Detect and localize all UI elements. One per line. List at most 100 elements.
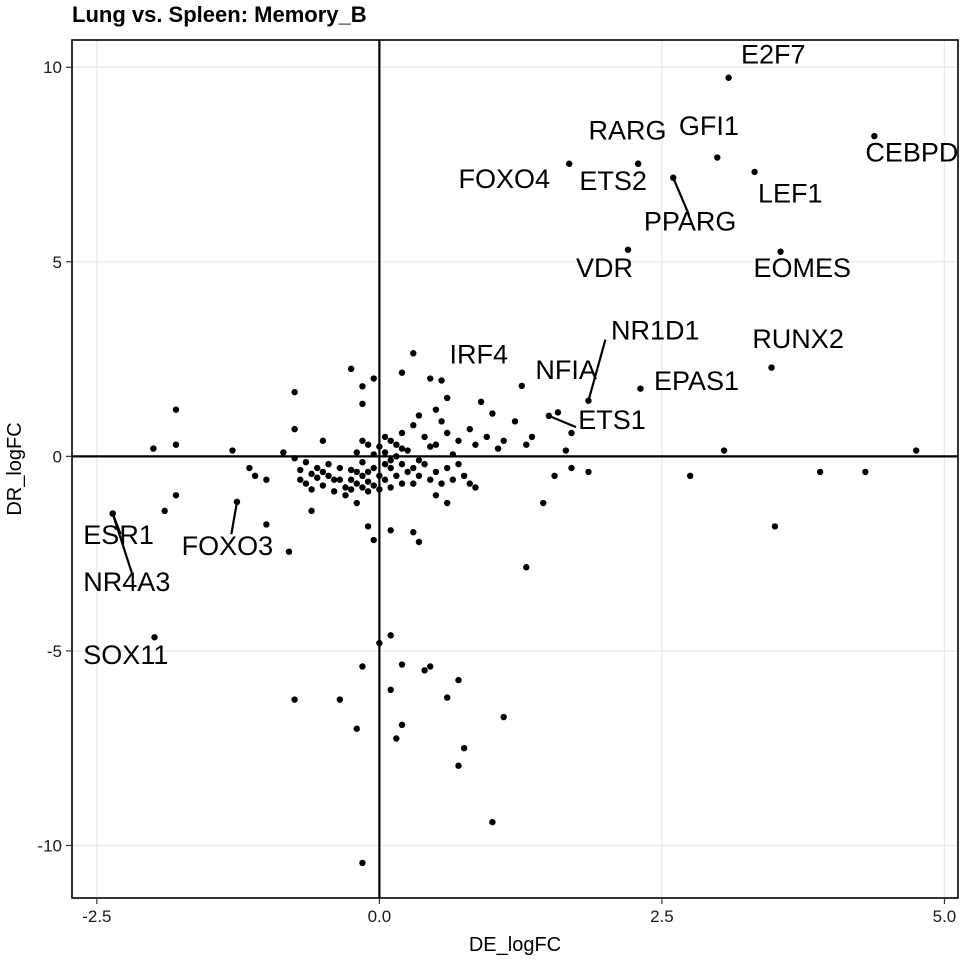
data-point — [387, 464, 394, 472]
data-point — [359, 437, 366, 444]
y-tick-label: -10 — [37, 836, 62, 855]
data-point — [172, 441, 180, 448]
data-point — [415, 538, 423, 546]
data-point — [421, 433, 428, 441]
data-point — [449, 476, 457, 483]
x-tick-label: 5.0 — [933, 907, 957, 926]
label-connectors — [111, 177, 691, 574]
y-axis-title: DR_logFC — [4, 422, 26, 515]
data-point — [483, 433, 490, 441]
data-point — [455, 460, 462, 468]
data-point — [912, 447, 920, 454]
labeled-data-point — [871, 132, 878, 140]
data-point — [494, 445, 502, 452]
labeled-data-point — [634, 160, 642, 167]
gene-label: LEF1 — [758, 179, 823, 209]
data-point — [443, 464, 451, 472]
data-point — [364, 523, 372, 530]
data-point — [325, 460, 332, 468]
data-point — [336, 464, 344, 472]
data-point — [410, 350, 417, 357]
gene-label: NR1D1 — [611, 316, 700, 346]
data-point — [359, 484, 366, 491]
data-point — [551, 472, 558, 480]
data-point — [410, 529, 417, 536]
gene-label: VDR — [576, 253, 633, 283]
data-point — [432, 406, 440, 413]
data-point — [172, 492, 180, 499]
data-point — [342, 484, 349, 491]
data-point — [460, 472, 468, 480]
y-tick-label: 0 — [53, 447, 62, 466]
data-point — [398, 721, 406, 729]
plot-panel — [71, 39, 959, 899]
gene-label: RUNX2 — [752, 324, 844, 354]
data-point — [229, 447, 236, 454]
data-point — [568, 464, 575, 472]
data-point — [432, 441, 440, 448]
label-connector — [548, 414, 577, 429]
data-point — [460, 744, 468, 752]
data-point — [466, 425, 473, 433]
data-point — [432, 492, 440, 499]
data-point — [359, 663, 366, 670]
data-point — [347, 476, 355, 483]
data-point — [381, 476, 389, 483]
data-point — [353, 468, 360, 476]
data-point — [325, 472, 332, 480]
data-point — [489, 818, 496, 826]
gene-label: SOX11 — [83, 640, 168, 670]
gene-label: ETS2 — [579, 166, 647, 196]
data-point — [359, 859, 366, 867]
data-point — [359, 383, 366, 390]
data-point — [370, 451, 377, 458]
gene-label: ETS1 — [578, 405, 646, 435]
data-point — [308, 507, 315, 515]
data-point — [398, 445, 406, 452]
label-connector — [111, 513, 133, 574]
data-point — [251, 472, 259, 480]
data-point — [263, 521, 270, 528]
data-point — [359, 400, 366, 408]
data-point — [511, 418, 519, 425]
y-tick-label: -5 — [47, 642, 62, 661]
data-point — [246, 464, 253, 472]
data-point — [393, 472, 400, 480]
labeled-data-point — [637, 385, 644, 392]
label-connector — [587, 339, 607, 402]
data-point — [438, 418, 445, 425]
data-point — [562, 447, 570, 454]
data-point — [585, 468, 592, 476]
x-tick-label: 2.5 — [650, 907, 674, 926]
data-point — [393, 453, 400, 460]
data-point — [347, 365, 355, 373]
labeled-data-point — [518, 382, 525, 390]
data-point — [523, 564, 530, 571]
gene-label: EPAS1 — [654, 366, 739, 396]
gene-label: ESR1 — [83, 520, 154, 550]
data-point — [720, 447, 728, 454]
data-point — [347, 486, 355, 493]
labeled-data-point — [566, 160, 573, 167]
labeled-data-point — [777, 248, 784, 255]
data-point — [410, 422, 417, 429]
data-point — [370, 536, 377, 544]
data-point — [370, 482, 377, 489]
data-point — [438, 480, 445, 487]
data-point — [427, 663, 434, 670]
data-point — [455, 437, 462, 444]
data-point — [359, 472, 366, 480]
data-point — [404, 468, 411, 476]
data-point — [477, 398, 485, 406]
gene-label: EOMES — [753, 253, 851, 283]
data-point — [528, 433, 536, 441]
data-point — [302, 458, 310, 466]
data-point — [393, 735, 400, 742]
data-point — [443, 429, 451, 437]
data-point — [500, 437, 507, 444]
x-tick-label: -2.5 — [82, 907, 111, 926]
data-point — [421, 667, 428, 674]
gene-label: E2F7 — [741, 39, 806, 69]
data-point — [319, 468, 327, 476]
